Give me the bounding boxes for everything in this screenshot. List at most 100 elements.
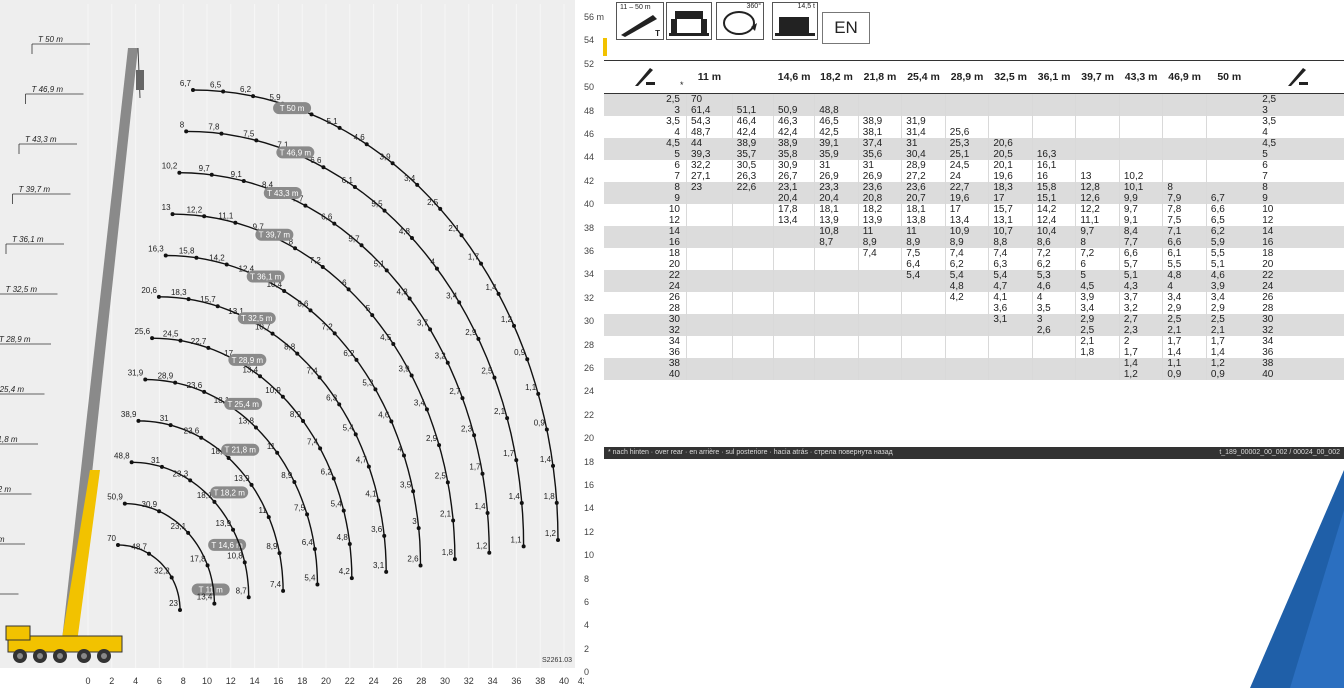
load-point — [418, 563, 423, 568]
load-value: 9,7 — [253, 222, 265, 231]
capacity-cell — [944, 314, 989, 325]
language-button[interactable]: EN — [822, 12, 870, 44]
load-point — [438, 206, 443, 211]
capacity-cell: 8,8 — [988, 237, 1033, 248]
capacity-cell: 18,2 — [857, 204, 902, 215]
capacity-cell: 38,9 — [857, 116, 902, 127]
load-point — [292, 480, 297, 485]
load-point — [177, 170, 182, 175]
capacity-cell: 10,2 — [1118, 171, 1163, 182]
load-value: 10,8 — [227, 551, 243, 560]
radius-cell: 9 — [604, 193, 687, 204]
capacity-cell: 42,5 — [814, 127, 859, 138]
capacity-cell — [814, 314, 859, 325]
curve-label-pill — [224, 397, 263, 410]
load-value: 5,9 — [269, 93, 281, 102]
load-point — [156, 294, 161, 299]
load-point — [270, 331, 275, 336]
capacity-cell: 20,6 — [988, 138, 1033, 149]
load-value: 13,9 — [215, 519, 231, 528]
load-point — [116, 543, 120, 547]
capacity-cell: 13,1 — [988, 215, 1033, 226]
capacity-cell: 30,9 — [773, 160, 815, 171]
column-header: 28,9 m — [945, 60, 989, 94]
capacity-cell: 6,7 — [1205, 193, 1253, 204]
load-point — [315, 582, 320, 587]
footnote: * nach hinten · over rear · en arrière ·… — [608, 449, 893, 456]
capacity-cell: 39,1 — [814, 138, 859, 149]
load-point — [295, 351, 300, 356]
load-value: 5,1 — [374, 259, 386, 268]
capacity-cell: 2,9 — [1205, 303, 1253, 314]
load-value: 0,9 — [534, 419, 546, 428]
capacity-cell: 35,6 — [857, 149, 902, 160]
load-point — [212, 499, 217, 504]
table-row: 16 8,7 8,9 8,9 8,9 8,8 8,6 8 7,7 6,6 5,9 16 — [604, 237, 1344, 248]
capacity-cell: 5,4 — [901, 270, 946, 281]
load-value: 16,3 — [148, 244, 164, 253]
load-value: 10,9 — [265, 386, 281, 395]
capacity-cell — [685, 314, 733, 325]
load-point — [407, 296, 412, 301]
load-value: 6 — [342, 278, 347, 287]
capacity-cell — [1031, 358, 1076, 369]
x-tick-label: 4 — [133, 676, 138, 686]
load-value: 17 — [224, 349, 233, 358]
load-point — [221, 89, 226, 94]
capacity-cell: 13,8 — [901, 215, 946, 226]
capacity-cell — [1075, 358, 1120, 369]
y-tick-label: 12 — [584, 526, 595, 537]
load-value: 1,4 — [509, 492, 521, 501]
column-header: 36,1 m — [1032, 60, 1076, 94]
load-point — [479, 261, 484, 266]
load-curve — [138, 420, 284, 591]
capacity-cell: 7,2 — [1075, 248, 1120, 259]
boom — [62, 48, 138, 640]
load-value: 5,1 — [326, 117, 338, 126]
capacity-cell: 50,9 — [773, 105, 815, 116]
load-value: 1,4 — [485, 283, 497, 292]
capacity-cell: 39,3 — [685, 149, 733, 160]
radius-cell: 10 — [668, 204, 680, 215]
capacity-cell — [814, 358, 859, 369]
capacity-cell — [901, 303, 946, 314]
radius-cell: 22 — [604, 270, 687, 281]
load-point — [370, 313, 375, 318]
capacity-cell: 2,6 — [1031, 325, 1076, 336]
capacity-cell — [773, 237, 815, 248]
capacity-cell: 1,2 — [1118, 369, 1163, 380]
capacity-cell: 1,7 — [1205, 336, 1253, 347]
capacity-cell: 8,9 — [944, 237, 989, 248]
curve-label-pill — [191, 583, 230, 596]
radius-cell: 40 — [1252, 369, 1344, 380]
load-value: 11 — [267, 442, 276, 451]
capacity-cell: 9,9 — [1118, 193, 1163, 204]
load-value: 1,2 — [476, 542, 488, 551]
capacity-cell: 18,3 — [988, 182, 1033, 193]
y-tick-label: 56 m — [584, 12, 605, 22]
capacity-cell — [1031, 347, 1076, 358]
capacity-cell — [814, 93, 859, 105]
table-row: 40 1,2 0,9 0,9 40 — [604, 369, 1344, 380]
capacity-cell: 24 — [944, 171, 989, 182]
capacity-cell: 25,6 — [944, 127, 989, 138]
load-point — [281, 588, 286, 593]
load-value: 1,4 — [474, 502, 486, 511]
curve-label: T 18,2 m — [213, 488, 245, 497]
load-value: 38,9 — [121, 410, 137, 419]
capacity-cell: 10,7 — [988, 226, 1033, 237]
load-value: 6,2 — [343, 349, 355, 358]
load-point — [512, 323, 517, 328]
y-tick-label: 40 — [584, 199, 595, 210]
load-value: 1,7 — [468, 253, 480, 262]
y-tick-label: 6 — [584, 597, 590, 607]
load-point — [251, 94, 256, 99]
load-point — [186, 530, 191, 535]
load-value: 8,4 — [262, 180, 274, 189]
capacity-cell: 23 — [685, 182, 733, 193]
table-body: 2,5 70 2,5 3 61,4 51,1 50,9 48,8 3 3,5 54,3 46,4 46,… — [604, 93, 1344, 380]
capacity-cell: 14,2 — [1031, 204, 1076, 215]
load-point — [437, 443, 442, 448]
load-value: 2,7 — [449, 387, 461, 396]
capacity-cell: 20,4 — [814, 193, 859, 204]
